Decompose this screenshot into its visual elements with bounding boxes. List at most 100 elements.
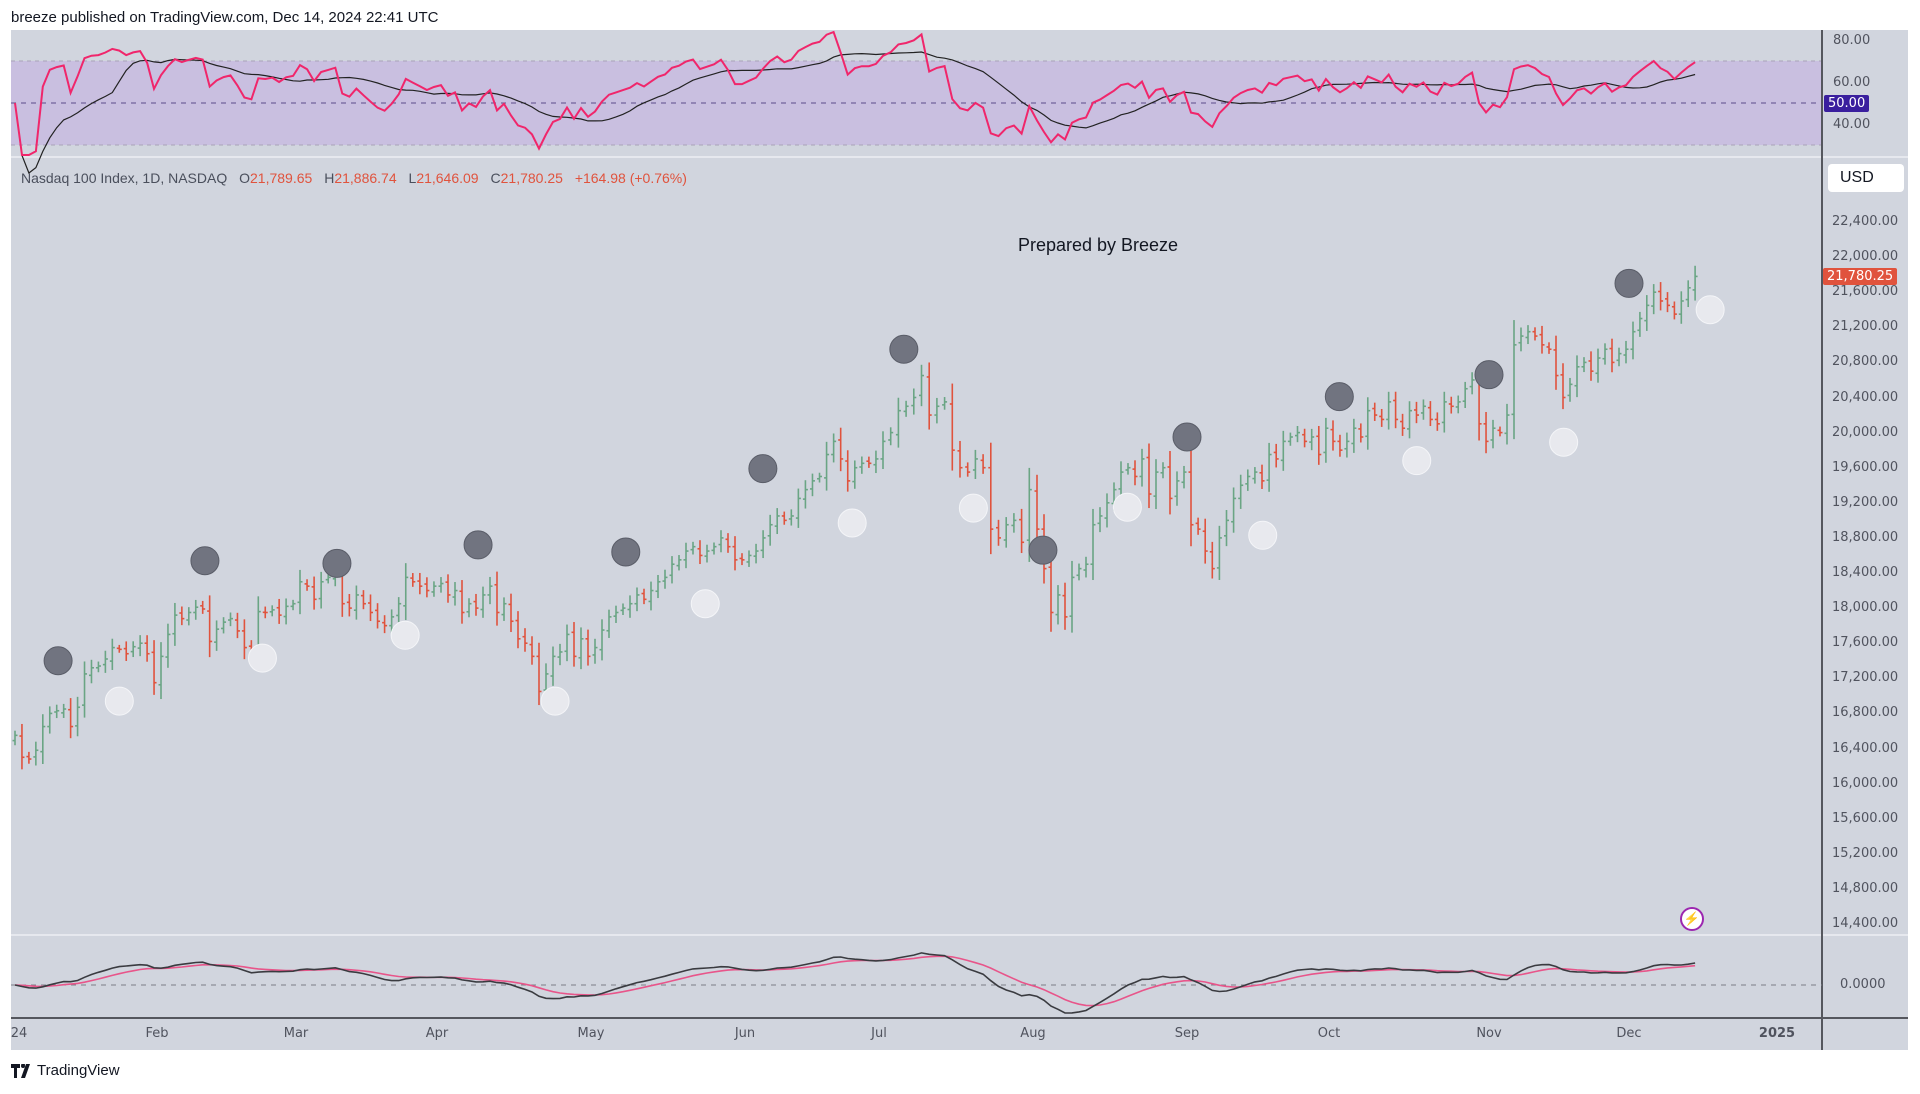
symbol-name[interactable]: Nasdaq 100 Index, 1D, NASDAQ xyxy=(21,170,228,186)
price-bar xyxy=(809,473,815,497)
time-tick: Feb xyxy=(145,1026,169,1041)
price-bar xyxy=(746,550,752,567)
price-bar xyxy=(1504,403,1510,445)
swing-high-marker xyxy=(322,548,352,578)
price-bar xyxy=(360,590,366,610)
price-bar xyxy=(1132,460,1138,486)
price-bar xyxy=(817,472,823,483)
price-bar xyxy=(88,659,94,684)
price-bar xyxy=(1188,450,1194,547)
price-bar xyxy=(557,643,563,666)
time-tick: Apr xyxy=(425,1026,449,1041)
time-tick: Nov xyxy=(1476,1026,1502,1041)
price-bar xyxy=(1302,428,1308,448)
price-bar xyxy=(564,624,570,662)
price-bar xyxy=(1153,459,1159,510)
close-value: 21,780.25 xyxy=(500,170,563,186)
price-bar xyxy=(767,514,773,546)
price-bar xyxy=(873,450,879,474)
price-bar xyxy=(880,431,886,470)
price-bar xyxy=(459,580,465,624)
currency-button[interactable]: USD xyxy=(1828,164,1904,192)
price-bar xyxy=(1245,469,1251,491)
price-bar xyxy=(599,619,605,661)
price-bar xyxy=(831,433,837,463)
time-tick: 24 xyxy=(10,1026,28,1041)
price-bar xyxy=(697,540,703,565)
price-tick: 16,000.00 xyxy=(1832,775,1899,791)
rsi-line xyxy=(14,30,1696,156)
tradingview-logo[interactable]: TradingView xyxy=(11,1062,120,1079)
price-bar xyxy=(760,530,766,559)
price-bar xyxy=(325,573,331,584)
price-bar xyxy=(234,612,240,639)
time-tick: 2025 xyxy=(1758,1026,1796,1041)
price-bar xyxy=(424,577,430,598)
price-bar xyxy=(40,714,46,765)
price-bar xyxy=(634,587,640,612)
low-value: 21,646.09 xyxy=(416,170,479,186)
price-tick: 22,000.00 xyxy=(1832,249,1899,265)
swing-low-marker xyxy=(1112,492,1142,522)
price-bar xyxy=(1581,357,1587,373)
price-bar xyxy=(241,619,247,660)
price-bar xyxy=(802,480,808,509)
price-bar xyxy=(859,456,865,474)
price-bar xyxy=(1469,372,1475,395)
macd-signal-line xyxy=(14,955,1696,1007)
price-bar xyxy=(732,536,738,571)
price-bar xyxy=(193,599,199,620)
price-bar xyxy=(1238,474,1244,509)
price-bar xyxy=(1483,411,1489,454)
price-tick: 15,200.00 xyxy=(1832,845,1899,861)
price-bar xyxy=(82,661,88,718)
price-bar xyxy=(417,572,423,595)
price-tick: 21,200.00 xyxy=(1832,319,1899,335)
price-bar xyxy=(1637,311,1643,337)
price-bar xyxy=(536,642,542,706)
price-bar xyxy=(438,577,444,593)
price-bar xyxy=(304,579,310,591)
price-tick: 22,400.00 xyxy=(1832,214,1899,229)
price-tick: 18,000.00 xyxy=(1832,600,1899,616)
symbol-legend: Nasdaq 100 Index, 1D, NASDAQ O21,789.65 … xyxy=(21,170,687,186)
price-bar xyxy=(866,456,872,468)
price-bar xyxy=(54,704,60,719)
price-tick: 14,800.00 xyxy=(1832,880,1899,896)
price-bar xyxy=(12,730,18,746)
price-bar xyxy=(895,397,901,448)
chart-annotation[interactable]: Prepared by Breeze xyxy=(1017,235,1179,255)
swing-high-marker xyxy=(1474,360,1504,390)
swing-high-marker xyxy=(190,546,220,576)
price-bar xyxy=(1623,340,1629,364)
price-bar xyxy=(1019,508,1025,554)
price-bar xyxy=(221,617,227,634)
price-bar xyxy=(1595,348,1601,383)
price-bar xyxy=(68,698,74,739)
price-bar xyxy=(1069,560,1075,633)
price-bar xyxy=(466,598,472,618)
price-bar xyxy=(1358,423,1364,443)
price-bar xyxy=(1003,517,1009,548)
chart-frame[interactable] xyxy=(11,30,1908,1050)
price-bar xyxy=(1539,325,1545,354)
swing-low-marker xyxy=(1402,446,1432,476)
price-bar xyxy=(1295,426,1300,443)
lightning-icon[interactable]: ⚡ xyxy=(1680,907,1704,931)
price-bar xyxy=(1574,355,1580,398)
price-bar xyxy=(934,397,940,424)
price-bar xyxy=(1511,320,1517,440)
swing-high-marker xyxy=(1614,268,1644,298)
price-bar xyxy=(606,609,612,638)
price-bar xyxy=(996,519,1001,546)
price-bar xyxy=(1532,327,1538,341)
price-bar xyxy=(1609,338,1615,373)
swing-high-marker xyxy=(1324,382,1354,412)
price-tick: 20,400.00 xyxy=(1832,389,1899,405)
price-bar xyxy=(972,449,978,480)
high-value: 21,886.74 xyxy=(334,170,397,186)
price-bar xyxy=(1490,419,1496,449)
price-bar xyxy=(1400,413,1406,436)
price-bar xyxy=(585,629,591,666)
